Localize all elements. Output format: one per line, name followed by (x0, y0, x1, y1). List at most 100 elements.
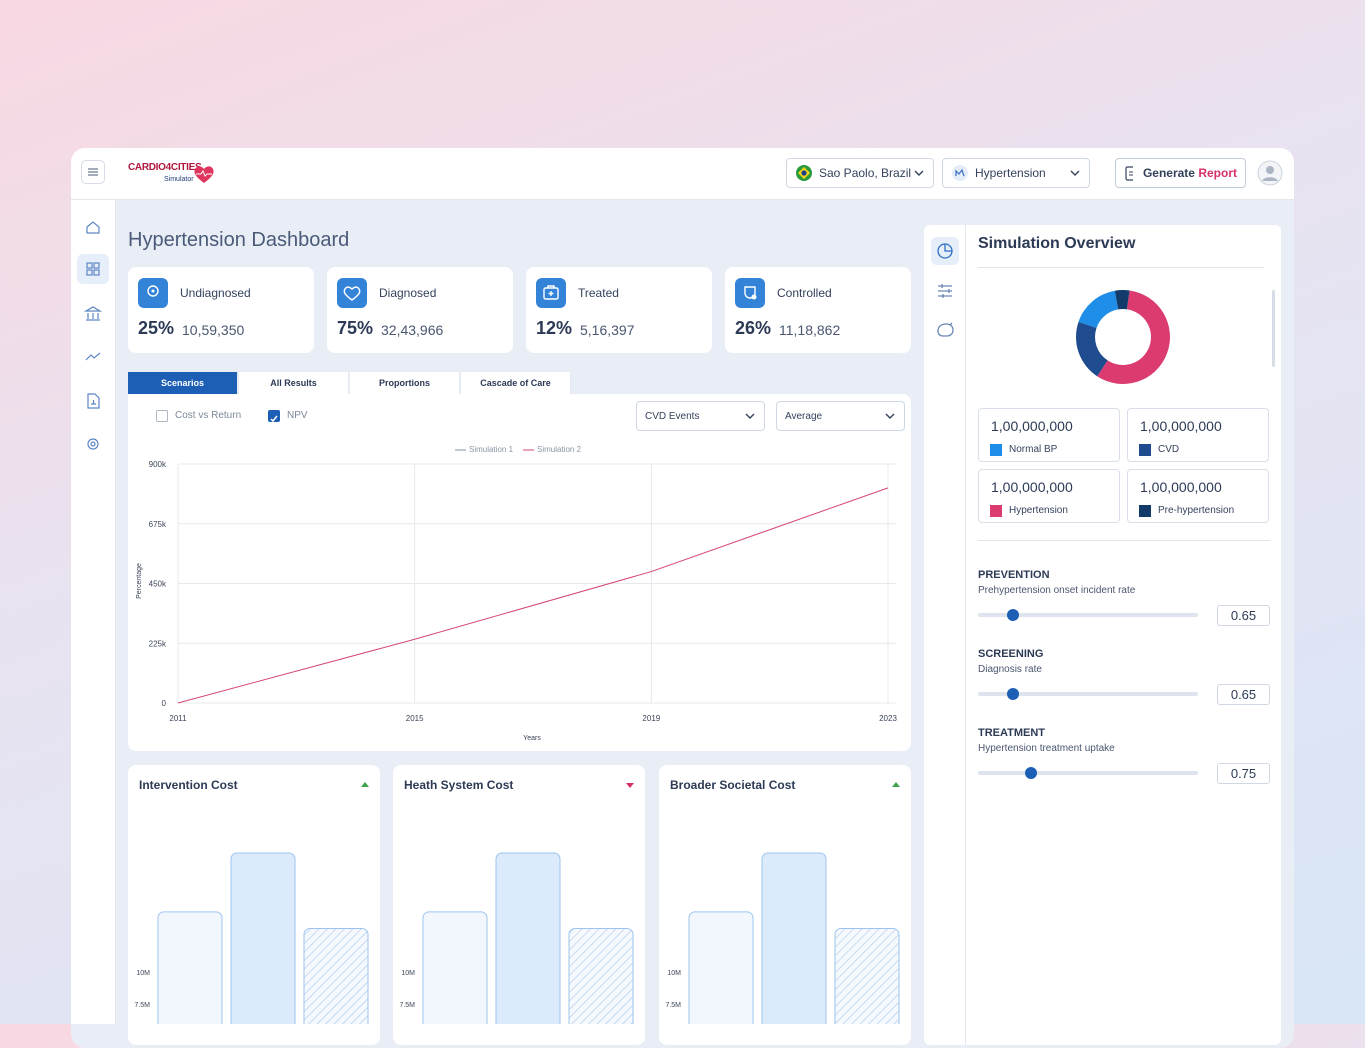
slider-thumb[interactable] (1024, 767, 1037, 779)
stat-card: Undiagnosed 25% 10,59,350 (128, 267, 314, 353)
parameter-label: Prehypertension onset incident rate (978, 585, 1136, 596)
cost-card (659, 765, 911, 1045)
checkbox-label: Cost vs Return (175, 410, 242, 421)
icon (147, 285, 159, 297)
legend-card: 1,00,000,000 Pre-hypertension (1127, 469, 1269, 523)
legend-swatch (1139, 505, 1151, 517)
location-text: Sao Paolo, Brazil (819, 166, 912, 180)
nav-settings[interactable] (87, 438, 99, 450)
chevron (1070, 170, 1080, 176)
overview-panel (924, 225, 1281, 1045)
overview-title: Simulation Overview (978, 235, 1136, 252)
checkbox-label: NPV (287, 410, 308, 421)
parameter-value[interactable]: 0.65 (1217, 605, 1270, 626)
generate-report-button[interactable]: Generate Report (1115, 158, 1246, 188)
checkbox[interactable] (268, 410, 280, 423)
panel-divider (965, 225, 966, 1045)
legend-name: Pre-hypertension (1158, 505, 1235, 516)
brand-tagline: Simulator (164, 176, 194, 183)
icon (343, 286, 361, 301)
tab[interactable]: All Results (239, 372, 349, 394)
slider-thumb[interactable] (1007, 688, 1020, 700)
brand: CARDIO4CITIES (128, 162, 202, 173)
tab[interactable]: Cascade of Care (461, 372, 571, 394)
parameter-section: SCREENING (978, 648, 1044, 660)
nav-active-bg (77, 254, 109, 284)
legend-amount: 1,00,000,000 (991, 418, 1073, 434)
menu-icon (88, 168, 98, 176)
chevron (914, 170, 924, 176)
condition-dropdown[interactable]: Hypertension (942, 158, 1090, 188)
condition-text: Hypertension (975, 166, 1046, 180)
stat-icon (138, 278, 168, 308)
legend-swatch (990, 505, 1002, 517)
stat-count: 11,18,862 (779, 322, 841, 338)
checkbox[interactable] (156, 410, 168, 422)
slider-track (978, 692, 1198, 696)
icon (543, 285, 559, 300)
nav-institutions[interactable] (83, 306, 103, 321)
stat-card: Diagnosed 75% 32,43,966 (327, 267, 513, 353)
condition-icon (952, 165, 968, 181)
parameter-value[interactable]: 0.65 (1217, 684, 1270, 705)
stat-percent: 12% (536, 318, 573, 338)
legend-name: Hypertension (1009, 505, 1068, 516)
legend-card: 1,00,000,000 CVD (1127, 408, 1269, 462)
parameter-label: Hypertension treatment uptake (978, 743, 1115, 754)
stat-count: 5,16,397 (580, 322, 635, 338)
stat-count: 32,43,966 (381, 322, 444, 338)
nav-home[interactable] (86, 221, 100, 234)
report-icon (1125, 166, 1133, 181)
legend-amount: 1,00,000,000 (991, 479, 1073, 495)
cost-card (393, 765, 645, 1045)
menu-button[interactable] (81, 160, 105, 184)
panel-savings[interactable] (937, 322, 954, 337)
dropdown-text: CVD Events (645, 410, 700, 422)
stat-card: Treated 12% 5,16,397 (526, 267, 712, 353)
panel-icons (937, 243, 954, 337)
nav-reports[interactable] (87, 393, 100, 409)
location-dropdown[interactable]: Sao Paolo, Brazil (786, 158, 934, 188)
separator (978, 540, 1270, 541)
stat-percent: 25% (138, 318, 175, 338)
sidebar (71, 200, 116, 1024)
stat-label: Controlled (777, 286, 832, 300)
stat-icon (735, 278, 765, 308)
stat-label: Undiagnosed (180, 286, 251, 300)
chart-card (128, 394, 911, 751)
dropdown[interactable]: CVD Events (636, 401, 765, 431)
dropdown[interactable]: Average (776, 401, 905, 431)
brand-heart (194, 166, 214, 183)
parameter-label: Diagnosis rate (978, 664, 1042, 675)
legend-name: Normal BP (1009, 444, 1058, 455)
dropdown-text: Average (785, 410, 823, 422)
stat-card: Controlled 26% 11,18,862 (725, 267, 911, 353)
tab[interactable]: Scenarios (128, 372, 238, 394)
stat-count: 10,59,350 (182, 322, 245, 338)
slider-thumb[interactable] (1007, 609, 1020, 621)
button-text: Generate (1142, 166, 1195, 180)
nav-dashboard[interactable] (86, 262, 100, 276)
stat-percent: 26% (735, 318, 772, 338)
slider-track (978, 771, 1198, 775)
stat-label: Diagnosed (379, 286, 437, 300)
scrollbar (1272, 290, 1275, 367)
parameter-section: TREATMENT (978, 727, 1046, 739)
stat-icon (337, 278, 367, 308)
tab[interactable]: Proportions (350, 372, 460, 394)
button-accent: Report (1198, 166, 1237, 180)
stat-label: Treated (578, 286, 619, 300)
chevron (745, 413, 755, 419)
flag-icon (796, 165, 812, 181)
avatar[interactable] (1257, 160, 1283, 186)
parameter-value[interactable]: 0.75 (1217, 763, 1270, 784)
legend-swatch (1139, 444, 1151, 456)
icon (744, 286, 757, 300)
panel-settings[interactable] (938, 284, 952, 298)
header (71, 148, 1294, 200)
legend-amount: 1,00,000,000 (1140, 418, 1222, 434)
nav-trends[interactable] (85, 352, 101, 361)
parameter-section: PREVENTION (978, 569, 1050, 581)
nav-icons (83, 221, 103, 450)
